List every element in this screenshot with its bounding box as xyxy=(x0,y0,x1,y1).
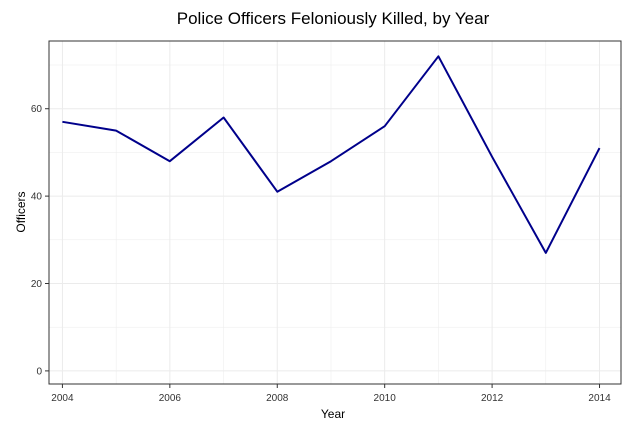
x-tick-label: 2008 xyxy=(266,393,289,404)
y-axis-label: Officers xyxy=(14,191,28,232)
x-tick-label: 2010 xyxy=(374,393,397,404)
plot-panel-border xyxy=(48,40,622,385)
x-tick-label: 2004 xyxy=(51,393,74,404)
x-axis-ticks: 2004 2006 2008 2010 2012 2014 xyxy=(51,384,611,404)
x-tick-label: 2006 xyxy=(159,393,182,404)
chart-title: Police Officers Feloniously Killed, by Y… xyxy=(177,9,490,28)
major-gridlines xyxy=(49,41,621,384)
y-tick-label: 40 xyxy=(31,192,43,203)
x-tick-label: 2012 xyxy=(481,393,504,404)
y-tick-label: 20 xyxy=(31,279,43,290)
x-tick-label: 2014 xyxy=(588,393,611,404)
minor-gridlines xyxy=(49,41,621,384)
y-tick-label: 60 xyxy=(31,104,43,115)
y-tick-label: 0 xyxy=(36,366,42,377)
y-axis-ticks: 0 20 40 60 xyxy=(31,104,49,377)
series-line xyxy=(62,55,601,254)
x-axis-label: Year xyxy=(321,407,345,421)
